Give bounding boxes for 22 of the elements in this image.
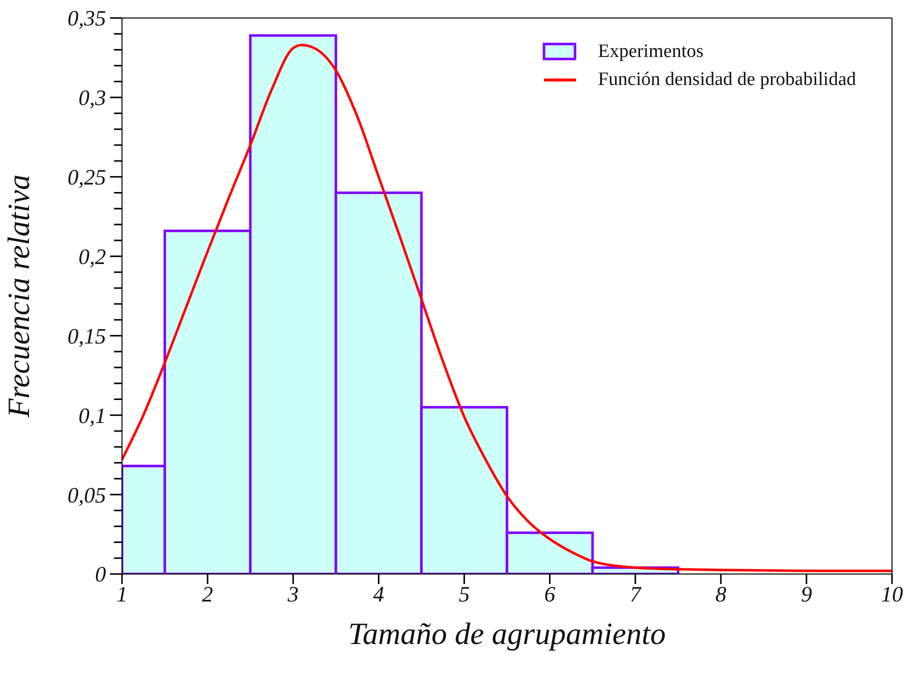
y-tick-label: 0,35 <box>68 6 106 31</box>
y-tick-label: 0 <box>95 562 106 587</box>
x-tick-label: 2 <box>202 582 214 607</box>
x-tick-label: 10 <box>881 582 903 607</box>
x-tick-label: 1 <box>116 582 128 607</box>
legend-label: Función densidad de probabilidad <box>598 69 856 91</box>
x-tick-label: 5 <box>458 582 470 607</box>
y-tick-label: 0,05 <box>68 482 106 508</box>
y-tick-label: 0,1 <box>78 402 106 428</box>
y-tick-label: 0,15 <box>68 323 106 348</box>
x-tick-label: 8 <box>715 582 726 607</box>
y-axis-title: Frecuencia relativa <box>1 174 36 419</box>
x-tick-label: 4 <box>373 582 384 607</box>
x-tick-label: 3 <box>286 582 299 607</box>
y-tick-label: 0,3 <box>78 85 106 110</box>
x-axis-title: Tamaño de agrupamiento <box>348 616 666 651</box>
y-tick-label: 0,2 <box>78 244 106 269</box>
x-tick-label: 7 <box>630 582 642 607</box>
x-tick-label: 9 <box>800 582 812 607</box>
x-tick-label: 6 <box>544 582 556 607</box>
legend-label: Experimentos <box>598 41 704 63</box>
y-tick-label: 0,25 <box>68 164 106 190</box>
